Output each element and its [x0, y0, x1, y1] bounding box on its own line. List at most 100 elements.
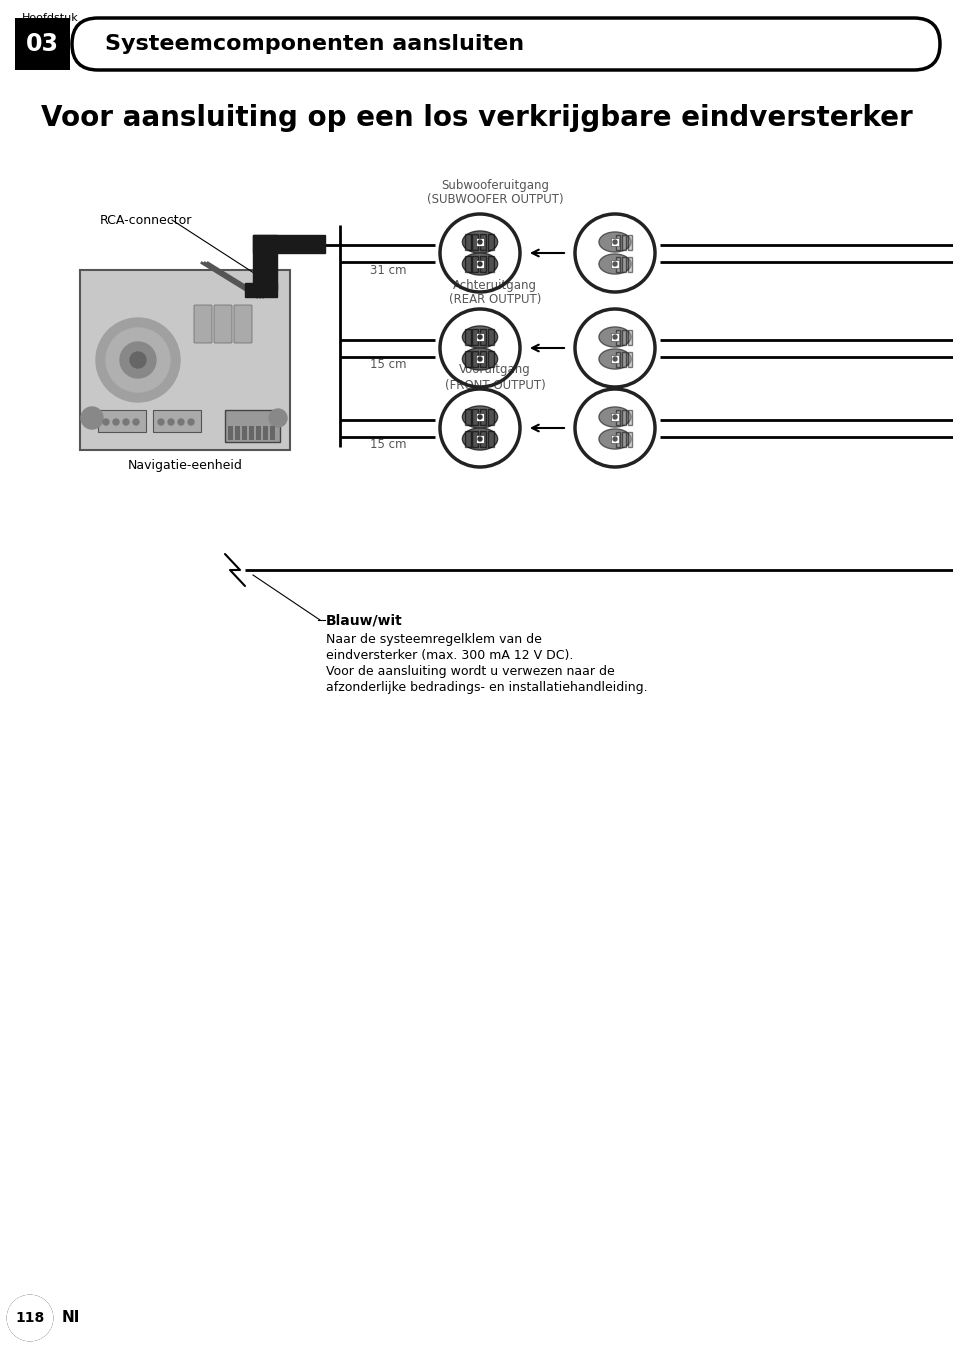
Circle shape — [130, 352, 146, 368]
Circle shape — [613, 335, 617, 339]
FancyBboxPatch shape — [464, 329, 470, 345]
FancyBboxPatch shape — [610, 412, 618, 420]
Text: 03: 03 — [26, 32, 58, 55]
Ellipse shape — [462, 231, 497, 253]
FancyBboxPatch shape — [476, 333, 483, 341]
Circle shape — [81, 407, 103, 429]
Text: Achteruitgang: Achteruitgang — [453, 279, 537, 292]
Ellipse shape — [462, 347, 497, 370]
Circle shape — [106, 329, 170, 392]
FancyBboxPatch shape — [627, 410, 632, 425]
FancyBboxPatch shape — [487, 329, 494, 345]
Text: Voor de aansluiting wordt u verwezen naar de: Voor de aansluiting wordt u verwezen naa… — [326, 665, 614, 679]
Circle shape — [613, 415, 617, 419]
Circle shape — [613, 437, 617, 441]
Circle shape — [477, 335, 481, 339]
FancyBboxPatch shape — [479, 329, 486, 345]
Ellipse shape — [462, 429, 497, 450]
Text: Vooruitgang: Vooruitgang — [458, 364, 530, 376]
FancyBboxPatch shape — [80, 270, 290, 450]
FancyBboxPatch shape — [479, 352, 486, 368]
Ellipse shape — [598, 254, 630, 274]
FancyBboxPatch shape — [621, 235, 626, 250]
FancyBboxPatch shape — [616, 410, 619, 425]
Ellipse shape — [598, 327, 630, 347]
Text: Blauw/wit: Blauw/wit — [326, 612, 402, 627]
FancyBboxPatch shape — [472, 234, 478, 250]
FancyBboxPatch shape — [610, 356, 618, 362]
Ellipse shape — [462, 326, 497, 347]
FancyBboxPatch shape — [476, 238, 483, 246]
FancyBboxPatch shape — [487, 234, 494, 250]
Circle shape — [188, 419, 193, 425]
Circle shape — [168, 419, 173, 425]
FancyBboxPatch shape — [627, 330, 632, 345]
FancyBboxPatch shape — [233, 306, 252, 343]
Circle shape — [613, 262, 617, 266]
Text: Voor aansluiting op een los verkrijgbare eindversterker: Voor aansluiting op een los verkrijgbare… — [41, 104, 912, 132]
Text: Hoofdstuk: Hoofdstuk — [22, 14, 79, 23]
FancyBboxPatch shape — [621, 352, 626, 366]
FancyBboxPatch shape — [621, 330, 626, 345]
FancyBboxPatch shape — [621, 431, 626, 446]
Circle shape — [477, 437, 481, 441]
FancyBboxPatch shape — [616, 257, 619, 272]
Text: Naar de systeemregelklem van de: Naar de systeemregelklem van de — [326, 634, 541, 646]
FancyBboxPatch shape — [472, 352, 478, 368]
Text: RCA-connector: RCA-connector — [100, 214, 193, 227]
Circle shape — [477, 415, 481, 419]
Circle shape — [477, 357, 481, 361]
Circle shape — [477, 241, 481, 243]
FancyBboxPatch shape — [213, 306, 232, 343]
FancyBboxPatch shape — [472, 256, 478, 272]
FancyBboxPatch shape — [610, 238, 618, 246]
Circle shape — [613, 241, 617, 243]
FancyBboxPatch shape — [249, 426, 253, 439]
FancyBboxPatch shape — [621, 257, 626, 272]
Circle shape — [112, 419, 119, 425]
FancyBboxPatch shape — [152, 410, 201, 433]
FancyBboxPatch shape — [263, 426, 268, 439]
Circle shape — [103, 419, 109, 425]
FancyBboxPatch shape — [610, 260, 618, 268]
FancyBboxPatch shape — [71, 18, 939, 70]
Circle shape — [477, 262, 481, 266]
FancyBboxPatch shape — [479, 256, 486, 272]
FancyBboxPatch shape — [234, 426, 240, 439]
Text: (SUBWOOFER OUTPUT): (SUBWOOFER OUTPUT) — [426, 193, 562, 207]
Ellipse shape — [462, 406, 497, 429]
Text: 31 cm: 31 cm — [370, 264, 406, 277]
FancyBboxPatch shape — [627, 352, 632, 366]
FancyBboxPatch shape — [487, 408, 494, 426]
FancyBboxPatch shape — [464, 352, 470, 368]
FancyBboxPatch shape — [476, 260, 483, 268]
Circle shape — [158, 419, 164, 425]
FancyBboxPatch shape — [464, 234, 470, 250]
Polygon shape — [245, 283, 276, 297]
FancyBboxPatch shape — [479, 234, 486, 250]
FancyBboxPatch shape — [270, 426, 274, 439]
FancyBboxPatch shape — [487, 256, 494, 272]
FancyBboxPatch shape — [472, 431, 478, 448]
Circle shape — [178, 419, 184, 425]
FancyBboxPatch shape — [627, 431, 632, 446]
FancyBboxPatch shape — [15, 18, 70, 70]
FancyBboxPatch shape — [476, 435, 483, 443]
FancyBboxPatch shape — [472, 408, 478, 426]
FancyBboxPatch shape — [98, 410, 146, 433]
Text: (REAR OUTPUT): (REAR OUTPUT) — [448, 293, 540, 307]
Circle shape — [132, 419, 139, 425]
Circle shape — [96, 318, 180, 402]
Text: Systeemcomponenten aansluiten: Systeemcomponenten aansluiten — [105, 34, 523, 54]
Ellipse shape — [462, 253, 497, 274]
Text: eindversterker (max. 300 mA 12 V DC).: eindversterker (max. 300 mA 12 V DC). — [326, 649, 573, 662]
FancyBboxPatch shape — [255, 426, 261, 439]
Text: afzonderlijke bedradings- en installatiehandleiding.: afzonderlijke bedradings- en installatie… — [326, 681, 647, 695]
Text: 15 cm: 15 cm — [370, 438, 406, 452]
FancyBboxPatch shape — [464, 256, 470, 272]
FancyBboxPatch shape — [476, 356, 483, 362]
Text: NI: NI — [62, 1310, 80, 1325]
FancyBboxPatch shape — [242, 426, 247, 439]
Ellipse shape — [598, 407, 630, 427]
Text: Navigatie-eenheid: Navigatie-eenheid — [128, 460, 242, 472]
